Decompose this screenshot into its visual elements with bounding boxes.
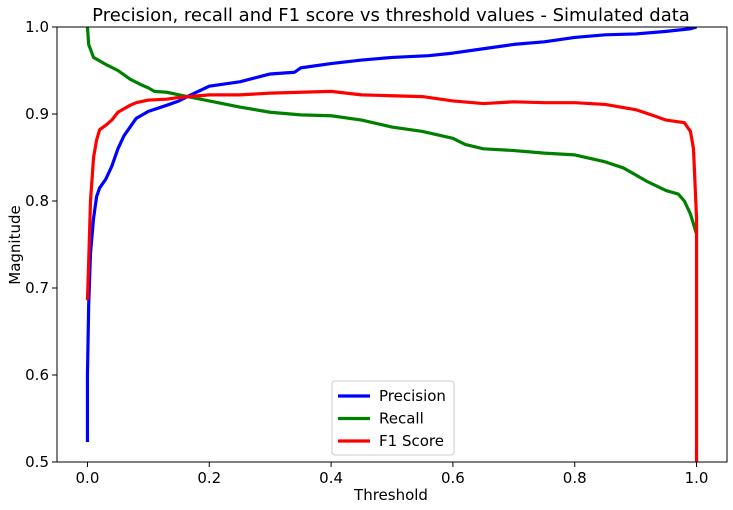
y-tick-label: 0.9 <box>25 105 49 123</box>
y-tick-label: 0.6 <box>25 366 49 384</box>
legend-label-recall: Recall <box>379 410 424 428</box>
legend-label-precision: Precision <box>379 387 446 405</box>
legend-label-f1-score: F1 Score <box>379 432 444 450</box>
x-tick-label: 0.0 <box>76 469 100 487</box>
y-tick-label: 0.7 <box>25 279 49 297</box>
series-lines <box>85 27 699 462</box>
y-tick-label: 0.5 <box>25 453 49 471</box>
x-axis-label: Threshold <box>353 486 428 504</box>
series-line-f1-score <box>85 89 699 462</box>
plot-area <box>85 27 699 462</box>
x-tick-label: 0.2 <box>197 469 221 487</box>
legend-box <box>331 380 455 456</box>
y-tick-label: 0.8 <box>25 192 49 210</box>
x-tick-label: 0.6 <box>441 469 465 487</box>
legend: Precision Recall F1 Score <box>331 380 455 456</box>
series-line-recall <box>85 27 699 235</box>
series-line-precision <box>85 27 697 442</box>
axes: 0.0 0.2 0.4 0.6 0.8 1.0 0.5 0.6 0.7 0.8 0.9 1.0 <box>25 18 728 487</box>
x-tick-label: 0.4 <box>319 469 343 487</box>
x-tick-label: 0.8 <box>563 469 587 487</box>
y-tick-label: 1.0 <box>25 18 49 36</box>
chart-title: Precision, recall and F1 score vs thresh… <box>92 5 690 26</box>
x-tick-label: 1.0 <box>685 469 709 487</box>
y-axis-label: Magnitude <box>6 205 24 284</box>
plot-frame <box>56 26 728 463</box>
